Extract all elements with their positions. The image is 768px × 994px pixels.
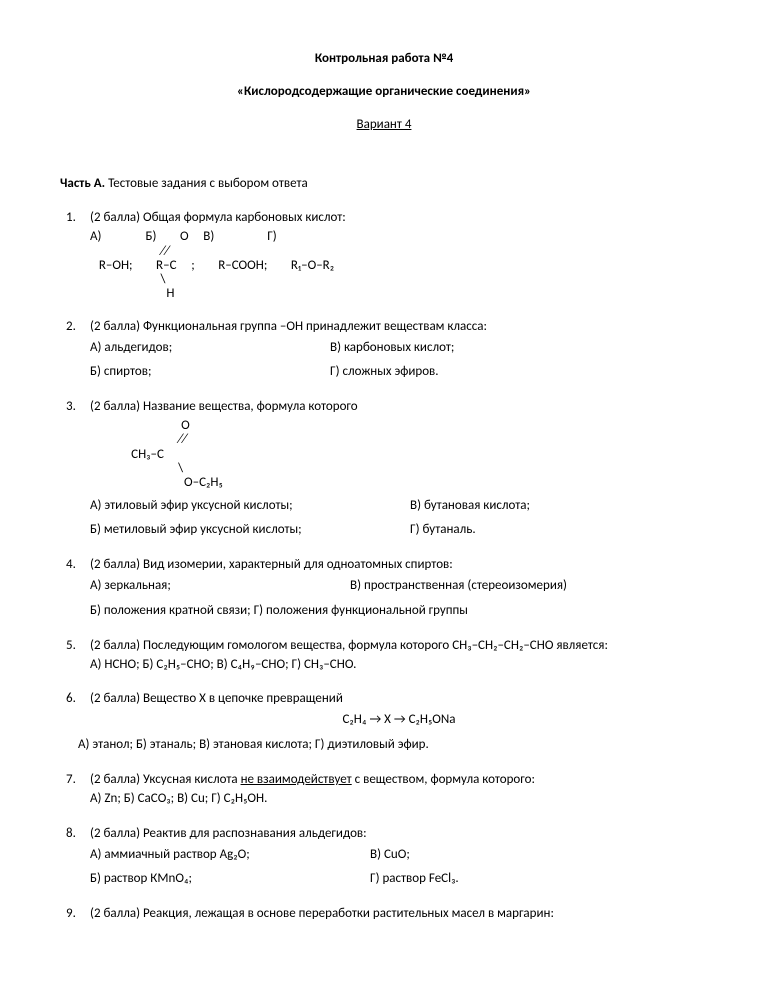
- question-2: 2. (2 балла) Функциональная группа –ОН п…: [90, 318, 708, 383]
- q2-opt-b: Б) спиртов;: [90, 363, 270, 382]
- question-6: 6. (2 балла) Вещество X в цепочке превра…: [90, 690, 708, 755]
- questions-list: 1. (2 балла) Общая формула карбоновых ки…: [60, 209, 708, 924]
- q3-opt-a: А) этиловый эфир уксусной кислоты;: [90, 497, 350, 516]
- q6-chain: С₂Н₄ → Х → С₂Н₅ОNa: [90, 711, 708, 730]
- q3-text: (2 балла) Название вещества, формула кот…: [90, 398, 708, 417]
- q8-number: 8.: [66, 825, 76, 844]
- q2-row2: Б) спиртов; Г) сложных эфиров.: [90, 363, 708, 382]
- part-a-rest: Тестовые задания с выбором ответа: [105, 176, 308, 191]
- q4-row2: Б) положения кратной связи; Г) положения…: [90, 602, 708, 621]
- q1-text: (2 балла) Общая формула карбоновых кисло…: [90, 209, 708, 228]
- q8-row2: Б) раствор КMnО₄; Г) раствор FeCl₃.: [90, 870, 708, 889]
- q7-text: (2 балла) Уксусная кислота не взаимодейс…: [90, 771, 708, 790]
- q9-number: 9.: [66, 905, 76, 924]
- q2-opt-v: В) карбоновых кислот;: [330, 339, 454, 358]
- doc-title: Контрольная работа №4: [60, 50, 708, 69]
- q4-row1: А) зеркальная; В) пространственная (стер…: [90, 577, 708, 596]
- question-3: 3. (2 балла) Название вещества, формула …: [90, 398, 708, 540]
- q3-opt-g: Г) бутаналь.: [410, 521, 476, 540]
- q8-text: (2 балла) Реактив для распознавания альд…: [90, 825, 708, 844]
- q4-opt-b: Б) положения кратной связи;: [90, 603, 251, 618]
- doc-subtitle: «Кислородсодержащие органические соедине…: [60, 83, 708, 102]
- question-5: 5. (2 балла) Последующим гомологом вещес…: [90, 637, 708, 675]
- q4-text: (2 балла) Вид изомерии, характерный для …: [90, 556, 708, 575]
- q4-opt-a: А) зеркальная;: [90, 577, 290, 596]
- q3-opt-v: В) бутановая кислота;: [410, 497, 530, 516]
- question-4: 4. (2 балла) Вид изомерии, характерный д…: [90, 556, 708, 621]
- q3-row2: Б) метиловый эфир уксусной кислоты; Г) б…: [90, 521, 708, 540]
- q8-row1: А) аммиачный раствор Ag₂O; В) СuО;: [90, 846, 708, 865]
- part-a-label: Часть А.: [60, 176, 105, 191]
- q3-opt-b: Б) метиловый эфир уксусной кислоты;: [90, 521, 350, 540]
- q2-text: (2 балла) Функциональная группа –ОН прин…: [90, 318, 708, 337]
- q6-opts: А) этанол; Б) этаналь; В) этановая кисло…: [78, 736, 708, 755]
- q7-number: 7.: [66, 771, 76, 790]
- question-1: 1. (2 балла) Общая формула карбоновых ки…: [90, 209, 708, 301]
- q2-row1: А) альдегидов; В) карбоновых кислот;: [90, 339, 708, 358]
- q9-text: (2 балла) Реакция, лежащая в основе пере…: [90, 905, 708, 924]
- q4-number: 4.: [66, 556, 76, 575]
- q1-number: 1.: [66, 209, 76, 228]
- q6-text: (2 балла) Вещество X в цепочке превращен…: [90, 690, 708, 709]
- q2-opt-g: Г) сложных эфиров.: [330, 363, 439, 382]
- q3-number: 3.: [66, 398, 76, 417]
- question-9: 9. (2 балла) Реакция, лежащая в основе п…: [90, 905, 708, 924]
- question-7: 7. (2 балла) Уксусная кислота не взаимод…: [90, 771, 708, 809]
- q2-number: 2.: [66, 318, 76, 337]
- q7-opts: А) Zn; Б) СаСО₃; В) Сu; Г) С₂Н₅ОН.: [90, 790, 708, 809]
- q4-opt-g: Г) положения функциональной группы: [254, 603, 468, 618]
- part-a-header: Часть А. Тестовые задания с выбором отве…: [60, 175, 708, 194]
- q8-opt-v: В) СuО;: [370, 846, 410, 865]
- q5-number: 5.: [66, 637, 76, 656]
- q4-opt-v: В) пространственная (стереоизомерия): [350, 577, 567, 596]
- q8-opt-g: Г) раствор FeCl₃.: [370, 870, 459, 889]
- q8-opt-a: А) аммиачный раствор Ag₂O;: [90, 846, 310, 865]
- doc-variant: Вариант 4: [60, 116, 708, 135]
- question-8: 8. (2 балла) Реактив для распознавания а…: [90, 825, 708, 890]
- q6-number: 6.: [66, 690, 76, 709]
- q5-opts: А) НСНО; Б) С₂Н₅–СНО; В) С₄Н₉–СНО; Г) СН…: [90, 656, 708, 675]
- q2-opt-a: А) альдегидов;: [90, 339, 270, 358]
- q3-row1: А) этиловый эфир уксусной кислоты; В) бу…: [90, 497, 708, 516]
- document-page: Контрольная работа №4 «Кислородсодержащи…: [0, 0, 768, 994]
- q3-formula: O ⁄⁄ CH₃–C \ O–C₂H₅: [90, 419, 708, 490]
- q8-opt-b: Б) раствор КMnО₄;: [90, 870, 310, 889]
- q5-text: (2 балла) Последующим гомологом вещества…: [90, 637, 708, 656]
- q1-formula: А) Б) О В) Г) ⁄⁄ R–OH; R–C ; R–COOH; R₁–…: [90, 230, 708, 301]
